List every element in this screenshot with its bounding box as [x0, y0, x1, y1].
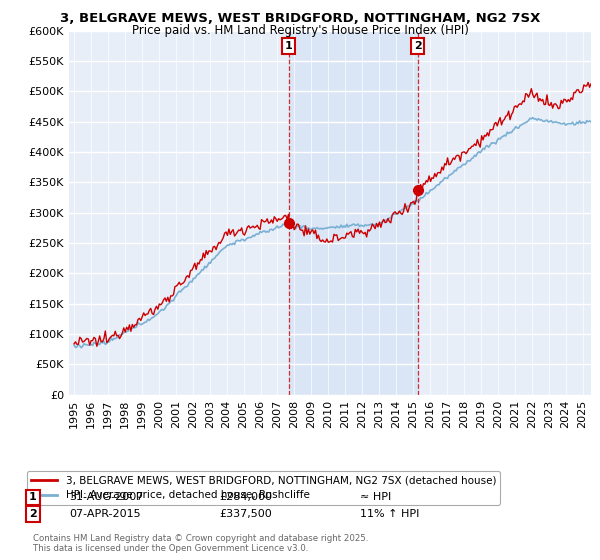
- Text: 07-APR-2015: 07-APR-2015: [69, 509, 140, 519]
- Text: 11% ↑ HPI: 11% ↑ HPI: [360, 509, 419, 519]
- Text: Price paid vs. HM Land Registry's House Price Index (HPI): Price paid vs. HM Land Registry's House …: [131, 24, 469, 36]
- Text: ≈ HPI: ≈ HPI: [360, 492, 391, 502]
- Text: Contains HM Land Registry data © Crown copyright and database right 2025.
This d: Contains HM Land Registry data © Crown c…: [33, 534, 368, 553]
- Text: 2: 2: [414, 41, 421, 51]
- Text: 3, BELGRAVE MEWS, WEST BRIDGFORD, NOTTINGHAM, NG2 7SX: 3, BELGRAVE MEWS, WEST BRIDGFORD, NOTTIN…: [60, 12, 540, 25]
- Text: 2: 2: [29, 509, 37, 519]
- Text: 1: 1: [285, 41, 293, 51]
- Text: 31-AUG-2007: 31-AUG-2007: [69, 492, 143, 502]
- Text: 1: 1: [29, 492, 37, 502]
- Legend: 3, BELGRAVE MEWS, WEST BRIDGFORD, NOTTINGHAM, NG2 7SX (detached house), HPI: Ave: 3, BELGRAVE MEWS, WEST BRIDGFORD, NOTTIN…: [27, 471, 500, 505]
- Text: £337,500: £337,500: [219, 509, 272, 519]
- Text: £284,000: £284,000: [219, 492, 272, 502]
- Bar: [289, 31, 418, 395]
